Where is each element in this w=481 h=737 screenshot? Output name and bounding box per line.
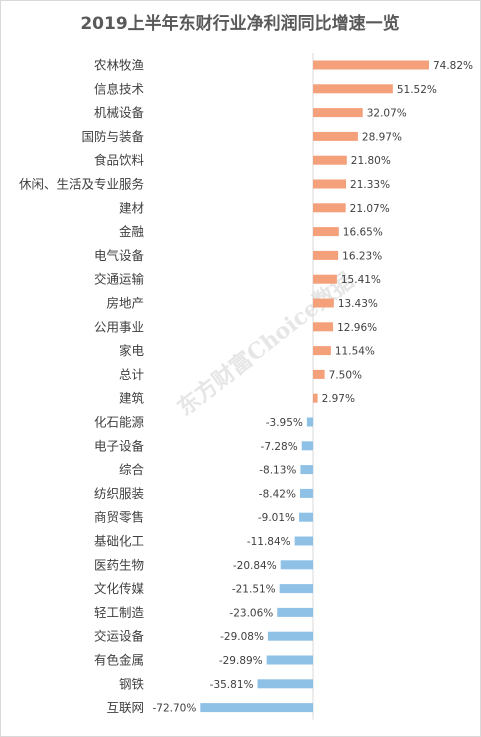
category-label: 互联网 [106,700,144,715]
bar [313,250,339,260]
category-label: 家电 [119,343,145,358]
data-label: -3.95% [266,417,303,429]
category-label: 电气设备 [94,248,145,263]
data-label: 32.07% [367,108,407,120]
category-label: 金融 [119,224,145,239]
data-label: 13.43% [338,298,378,310]
data-label: 16.65% [343,227,383,239]
data-label: -72.70% [152,703,196,715]
data-label: 12.96% [337,322,377,334]
bar [313,227,339,237]
bar [313,298,334,308]
data-label: -8.42% [259,488,296,500]
category-label: 商贸零售 [94,510,144,525]
category-label: 休闲、生活及专业服务 [19,177,144,192]
data-label: -11.84% [247,536,291,548]
data-label: 21.33% [350,179,390,191]
category-label: 文化传媒 [94,581,145,596]
bar [313,84,393,94]
bar [299,512,313,522]
bar [299,488,313,498]
data-label: -20.84% [233,560,277,572]
data-label: -35.81% [210,679,254,691]
category-label: 信息技术 [94,81,145,96]
category-label: 农林牧渔 [94,58,144,73]
category-label: 电子设备 [94,438,145,453]
bar [257,679,313,689]
category-label: 纺织服装 [94,486,144,501]
bar [306,417,313,427]
bar [313,108,363,118]
category-label: 化石能源 [94,415,145,430]
category-label: 公用事业 [94,319,144,334]
category-label: 交通运输 [94,272,145,287]
bar [301,441,313,451]
data-label: 28.97% [362,131,402,143]
data-label: -29.89% [219,655,263,667]
bar [313,60,429,70]
bar [294,536,313,546]
bar [200,703,313,713]
category-label: 总计 [119,367,144,382]
data-label: 74.82% [433,60,473,72]
category-label: 国防与装备 [81,129,144,144]
data-label: 15.41% [341,274,381,286]
data-label: -29.08% [220,631,264,643]
category-label: 建筑 [119,391,145,406]
data-label: -7.28% [261,441,298,453]
bar [277,607,313,617]
data-label: 7.50% [329,369,362,381]
chart-title: 2019上半年东财行业净利润同比增速一览 [80,13,399,34]
bar [313,179,347,189]
bar [313,393,318,403]
data-label: -8.13% [259,465,296,477]
bar [313,322,334,332]
category-label: 基础化工 [94,534,144,549]
category-label: 建材 [119,200,144,215]
bar [300,465,313,475]
data-label: -9.01% [258,512,295,524]
bar [280,560,313,570]
bar [313,131,358,141]
category-label: 机械设备 [94,105,145,120]
category-label: 医药生物 [94,557,144,572]
category-label: 钢铁 [119,676,145,691]
bar [313,346,331,356]
category-label: 有色金属 [94,653,144,668]
data-label: 51.52% [397,84,437,96]
bar [313,274,337,284]
bar [266,655,313,665]
category-label: 综合 [119,462,145,477]
bar [313,203,346,213]
data-label: 21.80% [351,155,391,167]
category-label: 交运设备 [94,629,145,644]
data-label: -21.51% [232,584,276,596]
data-label: 2.97% [322,393,355,405]
data-label: 16.23% [342,250,382,262]
bar [267,631,313,641]
bar [313,155,347,165]
bar [279,584,313,594]
bar [313,369,325,379]
category-label: 轻工制造 [94,605,145,620]
data-label: 21.07% [350,203,390,215]
data-label: 11.54% [335,346,375,358]
category-label: 食品饮料 [94,153,145,168]
category-label: 房地产 [106,296,144,311]
data-label: -23.06% [229,607,273,619]
